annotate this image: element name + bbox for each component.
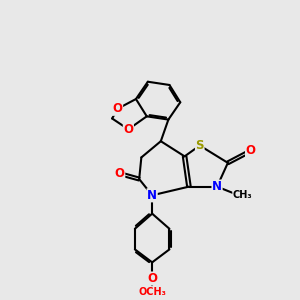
Text: O: O [115, 167, 125, 180]
Text: N: N [212, 180, 222, 193]
Text: S: S [196, 139, 204, 152]
Text: O: O [112, 102, 123, 115]
Text: O: O [246, 144, 256, 158]
Text: OCH₃: OCH₃ [138, 286, 166, 296]
Text: CH₃: CH₃ [233, 190, 252, 200]
Text: O: O [147, 272, 157, 285]
Text: N: N [147, 189, 157, 202]
Text: O: O [123, 123, 134, 136]
